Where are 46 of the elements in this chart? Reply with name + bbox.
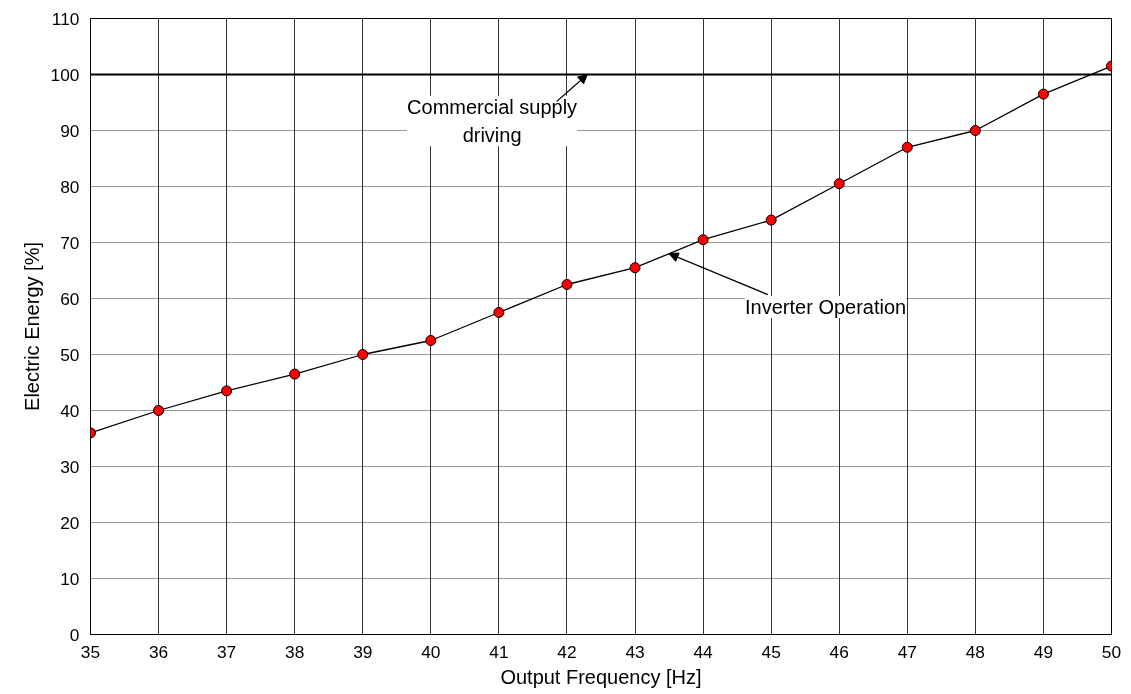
point [153, 405, 165, 416]
y-tick-label: 90 [60, 120, 80, 141]
x-tick-label: 46 [829, 641, 849, 662]
point [425, 335, 437, 346]
y-tick-label: 100 [50, 64, 80, 85]
y-axis-title: Electric Energy [%] [20, 242, 43, 411]
x-tick-label: 49 [1033, 641, 1054, 662]
point [221, 385, 233, 397]
x-tick-label: 45 [761, 641, 781, 662]
y-tick-label: 0 [69, 624, 80, 645]
point [629, 262, 641, 274]
point [289, 368, 301, 380]
point [833, 178, 845, 190]
x-tick-label: 41 [489, 641, 509, 662]
x-tick-label: 37 [217, 641, 237, 662]
x-tick-label: 50 [1101, 641, 1122, 662]
y-tick-label: 40 [60, 400, 80, 421]
x-tick-label: 42 [557, 641, 577, 662]
y-tick-label: 30 [60, 456, 80, 477]
point [901, 141, 913, 153]
point [357, 349, 369, 360]
x-tick-label: 47 [897, 641, 917, 662]
point [969, 125, 981, 136]
x-tick-label: 39 [353, 641, 373, 662]
x-tick-label: 38 [285, 641, 305, 662]
point [697, 234, 709, 246]
annotation: Inverter Operation [745, 295, 907, 318]
x-tick-label: 48 [965, 641, 986, 662]
y-tick-label: 50 [60, 344, 80, 365]
x-tick-label: 40 [421, 641, 441, 662]
y-tick-label: 70 [60, 232, 80, 253]
x-axis-title: Output Frequency [Hz] [500, 665, 702, 688]
x-tick-label: 44 [693, 641, 714, 662]
x-tick-label: 43 [625, 641, 645, 662]
y-tick-label: 20 [60, 512, 80, 533]
y-tick-label: 80 [60, 176, 80, 197]
y-tick-label: 110 [51, 8, 80, 29]
annotation: Commercial supply driving [407, 95, 578, 147]
point [1037, 88, 1049, 100]
x-tick-label: 36 [148, 641, 169, 662]
point [561, 279, 573, 290]
x-tick-label: 35 [80, 641, 101, 662]
y-tick-label: 10 [60, 568, 80, 589]
point [765, 214, 777, 226]
y-tick-label: 60 [60, 288, 80, 309]
point [493, 307, 505, 318]
